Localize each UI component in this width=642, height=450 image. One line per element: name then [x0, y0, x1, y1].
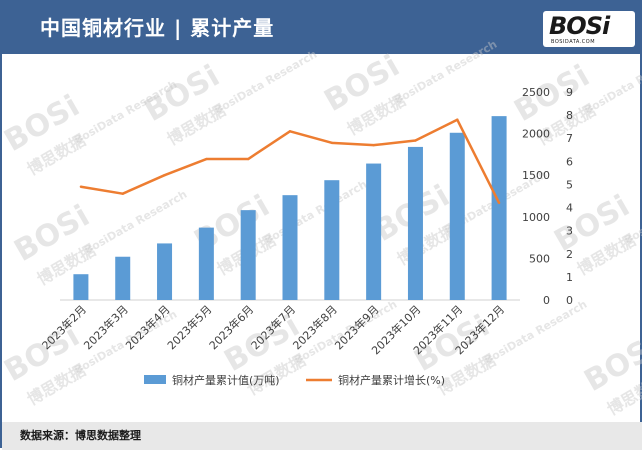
- growth-point-5: [247, 158, 249, 160]
- growth-point-9: [414, 139, 416, 141]
- y-left-tick-label: 2000: [522, 128, 550, 141]
- y-right-tick-label: 1: [566, 271, 573, 284]
- y-right-tick-label: 7: [566, 132, 573, 145]
- bar-6: [283, 195, 298, 300]
- bar-1: [73, 274, 88, 300]
- data-source-label: 数据来源：博思数据整理: [20, 427, 141, 443]
- legend-bar-label: 铜材产量累计值(万吨): [172, 373, 280, 387]
- growth-point-7: [331, 142, 333, 144]
- y-left-tick-label: 1000: [522, 211, 550, 224]
- y-right-tick-label: 5: [566, 178, 573, 191]
- growth-point-8: [372, 144, 374, 146]
- y-right-tick-label: 2: [566, 248, 573, 261]
- y-right-tick-label: 4: [566, 202, 573, 215]
- legend-line-label: 铜材产量累计增长(%): [338, 373, 445, 387]
- bar-2: [115, 257, 130, 300]
- y-right-tick-label: 6: [566, 155, 573, 168]
- growth-point-4: [205, 158, 207, 160]
- y-left-tick-label: 1500: [522, 169, 550, 182]
- y-right-tick-label: 0: [566, 294, 573, 307]
- x-tick-label: 2023年4月: [122, 302, 172, 352]
- legend-bar-swatch: [144, 375, 166, 384]
- bar-4: [199, 228, 214, 300]
- y-right-tick-label: 8: [566, 109, 573, 122]
- growth-point-11: [498, 202, 500, 204]
- bar-3: [157, 243, 172, 300]
- watermark-en: BosiData Research: [212, 48, 319, 117]
- bar-5: [241, 210, 256, 300]
- growth-point-2: [122, 192, 124, 194]
- bar-9: [408, 147, 423, 300]
- bar-10: [450, 133, 465, 300]
- growth-point-6: [289, 130, 291, 132]
- footer-bar: 数据来源：博思数据整理: [2, 422, 642, 450]
- growth-point-1: [80, 186, 82, 188]
- watermark-en: BosiData Research: [392, 38, 499, 107]
- bar-8: [366, 164, 381, 300]
- y-left-tick-label: 0: [543, 294, 550, 307]
- growth-point-10: [456, 119, 458, 121]
- y-left-tick-label: 2500: [522, 86, 550, 99]
- watermark-en: BosiData Research: [82, 188, 189, 257]
- watermark-en: BosiData Research: [262, 178, 369, 247]
- bar-11: [492, 116, 507, 300]
- y-left-tick-label: 500: [529, 252, 550, 265]
- y-right-tick-label: 9: [566, 86, 573, 99]
- bar-7: [324, 180, 339, 300]
- growth-point-3: [163, 174, 165, 176]
- y-right-tick-label: 3: [566, 225, 573, 238]
